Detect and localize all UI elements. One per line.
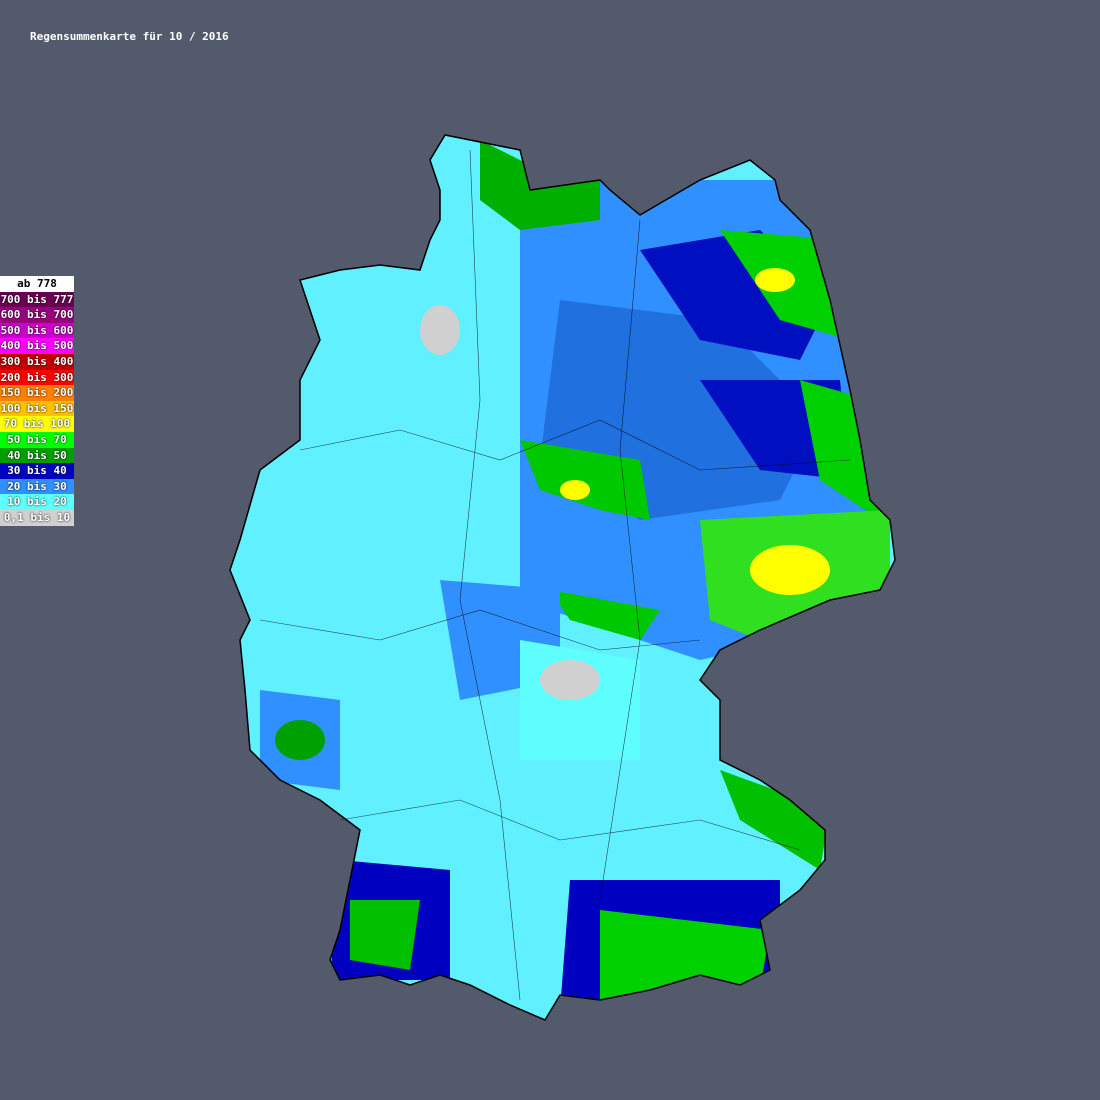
legend-item: 20 bis 30 xyxy=(0,478,74,495)
rain-areas xyxy=(230,135,895,1020)
legend-item: 500 bis 600 xyxy=(0,322,74,339)
legend-item: 150 bis 200 xyxy=(0,385,74,401)
legend-item: 100 bis 150 xyxy=(0,400,74,417)
legend-item: 0,1 bis 10 xyxy=(0,509,74,526)
legend-item: 40 bis 50 xyxy=(0,447,74,464)
legend-item: 700 bis 777 xyxy=(0,291,74,308)
legend-item: 300 bis 400 xyxy=(0,353,74,370)
map-title: Regensummenkarte für 10 / 2016 xyxy=(30,30,229,43)
legend-item: 70 bis 100 xyxy=(0,416,74,432)
district-borders xyxy=(259,149,851,1001)
legend-item: 200 bis 300 xyxy=(0,369,74,386)
legend-item: 50 bis 70 xyxy=(0,431,74,448)
legend-item: 10 bis 20 xyxy=(0,494,74,510)
legend-item: ab 778 xyxy=(0,276,74,292)
legend-item: 600 bis 700 xyxy=(0,307,74,323)
legend: ab 778 700 bis 777 600 bis 700 500 bis 600 4… xyxy=(0,276,74,526)
legend-item: 400 bis 500 xyxy=(0,338,74,354)
legend-item: 30 bis 40 xyxy=(0,463,74,479)
